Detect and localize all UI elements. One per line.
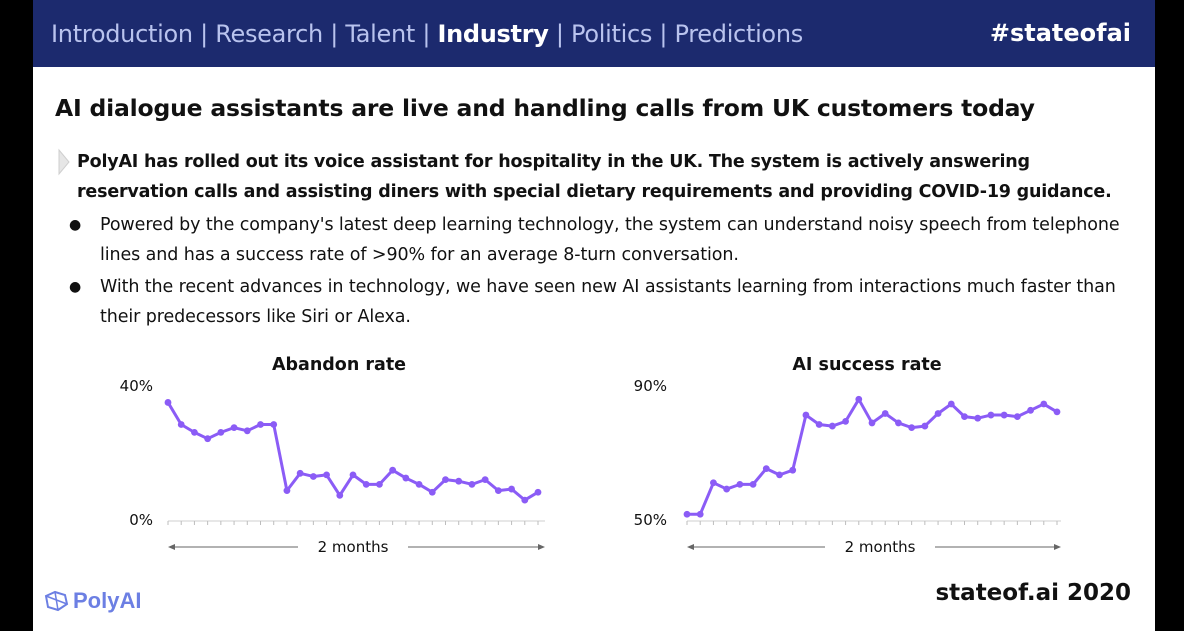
bullet-item: With the recent advances in technology, …: [69, 272, 1139, 332]
data-point: [204, 435, 212, 443]
data-point: [521, 496, 529, 504]
data-point: [683, 510, 691, 518]
data-point: [749, 480, 757, 488]
data-point: [736, 480, 744, 488]
data-point: [815, 421, 823, 428]
polyai-logo-icon: [44, 590, 69, 612]
section-nav: Introduction | Research | Talent | Indus…: [51, 20, 803, 48]
nav-item-industry[interactable]: Industry: [437, 20, 549, 48]
data-point: [881, 410, 889, 417]
nav-item-research[interactable]: Research: [215, 20, 323, 48]
data-point: [1013, 413, 1021, 421]
data-point: [868, 419, 876, 427]
chart-title: Abandon rate: [272, 355, 406, 375]
hashtag: #stateofai: [989, 19, 1131, 47]
data-point: [283, 487, 291, 495]
nav-separator: |: [548, 20, 572, 48]
data-point: [802, 411, 810, 419]
data-point: [696, 510, 704, 518]
arrowhead-right-icon: [1054, 544, 1061, 550]
nav-item-politics[interactable]: Politics: [571, 20, 653, 48]
data-point: [455, 477, 463, 485]
data-point: [230, 424, 238, 432]
data-point: [776, 471, 783, 479]
data-point: [1027, 406, 1034, 414]
data-point: [442, 476, 449, 484]
nav-item-talent[interactable]: Talent: [345, 20, 415, 48]
polyai-logo: PolyAI: [43, 585, 141, 617]
slide: Introduction | Research | Talent | Indus…: [33, 0, 1155, 631]
footer-source: stateof.ai 2020: [935, 580, 1131, 606]
data-point: [828, 422, 836, 430]
data-point: [336, 491, 344, 499]
arrowhead-right-icon: [538, 544, 545, 550]
data-point: [191, 428, 198, 436]
arrowhead-left-icon: [687, 544, 694, 550]
data-point: [349, 471, 357, 479]
top-navigation-bar: Introduction | Research | Talent | Indus…: [33, 0, 1155, 67]
data-point: [415, 480, 423, 488]
data-point: [934, 410, 942, 417]
data-point: [428, 488, 436, 496]
data-point: [842, 417, 849, 425]
data-point: [270, 421, 278, 428]
chevron-right-icon: [58, 148, 70, 176]
data-point: [164, 399, 172, 406]
data-point: [217, 428, 225, 436]
data-point: [762, 465, 770, 472]
y-tick-label: 40%: [120, 377, 153, 395]
lead-paragraph: PolyAI has rolled out its voice assistan…: [77, 152, 1112, 202]
data-point: [855, 395, 863, 403]
data-point: [257, 421, 264, 428]
bullet-item: Powered by the company's latest deep lea…: [69, 210, 1139, 270]
data-point: [468, 480, 476, 488]
data-point: [309, 473, 317, 480]
y-tick-label: 0%: [129, 511, 153, 529]
y-tick-label: 90%: [634, 377, 667, 395]
data-point: [508, 485, 515, 493]
data-point: [494, 487, 502, 495]
data-point: [921, 422, 929, 430]
arrowhead-left-icon: [168, 544, 175, 550]
chart-title: AI success rate: [792, 355, 941, 375]
series-line: [166, 401, 539, 502]
data-point: [389, 466, 397, 474]
data-point: [177, 421, 185, 428]
nav-item-introduction[interactable]: Introduction: [51, 20, 193, 48]
bullet-list: Powered by the company's latest deep lea…: [69, 210, 1139, 334]
data-point: [376, 480, 383, 488]
data-point: [908, 424, 916, 432]
x-axis-label: 2 months: [318, 538, 389, 556]
data-point: [296, 469, 304, 477]
data-point: [1040, 400, 1048, 408]
data-point: [723, 485, 731, 493]
data-point: [362, 480, 370, 488]
data-point: [961, 413, 968, 421]
polyai-logo-text: PolyAI: [73, 588, 142, 613]
data-point: [789, 466, 797, 474]
nav-separator: |: [652, 20, 675, 48]
nav-item-predictions[interactable]: Predictions: [674, 20, 804, 48]
data-point: [243, 427, 251, 435]
data-point: [1000, 411, 1008, 419]
nav-separator: |: [192, 20, 216, 48]
charts-area: Abandon rate 40% 0% 2 months AI success rate…: [120, 355, 1061, 556]
data-point: [323, 471, 330, 479]
data-point: [534, 488, 542, 496]
data-point: [1053, 408, 1061, 416]
data-point: [895, 419, 902, 427]
nav-separator: |: [415, 20, 438, 48]
data-point: [710, 479, 717, 487]
data-point: [987, 411, 995, 419]
data-point: [481, 476, 489, 484]
nav-separator: |: [322, 20, 346, 48]
x-axis-label: 2 months: [845, 538, 916, 556]
slide-title: AI dialogue assistants are live and hand…: [55, 94, 1035, 122]
data-point: [947, 400, 955, 408]
data-point: [974, 414, 982, 422]
data-point: [402, 474, 410, 482]
y-tick-label: 50%: [634, 511, 667, 529]
